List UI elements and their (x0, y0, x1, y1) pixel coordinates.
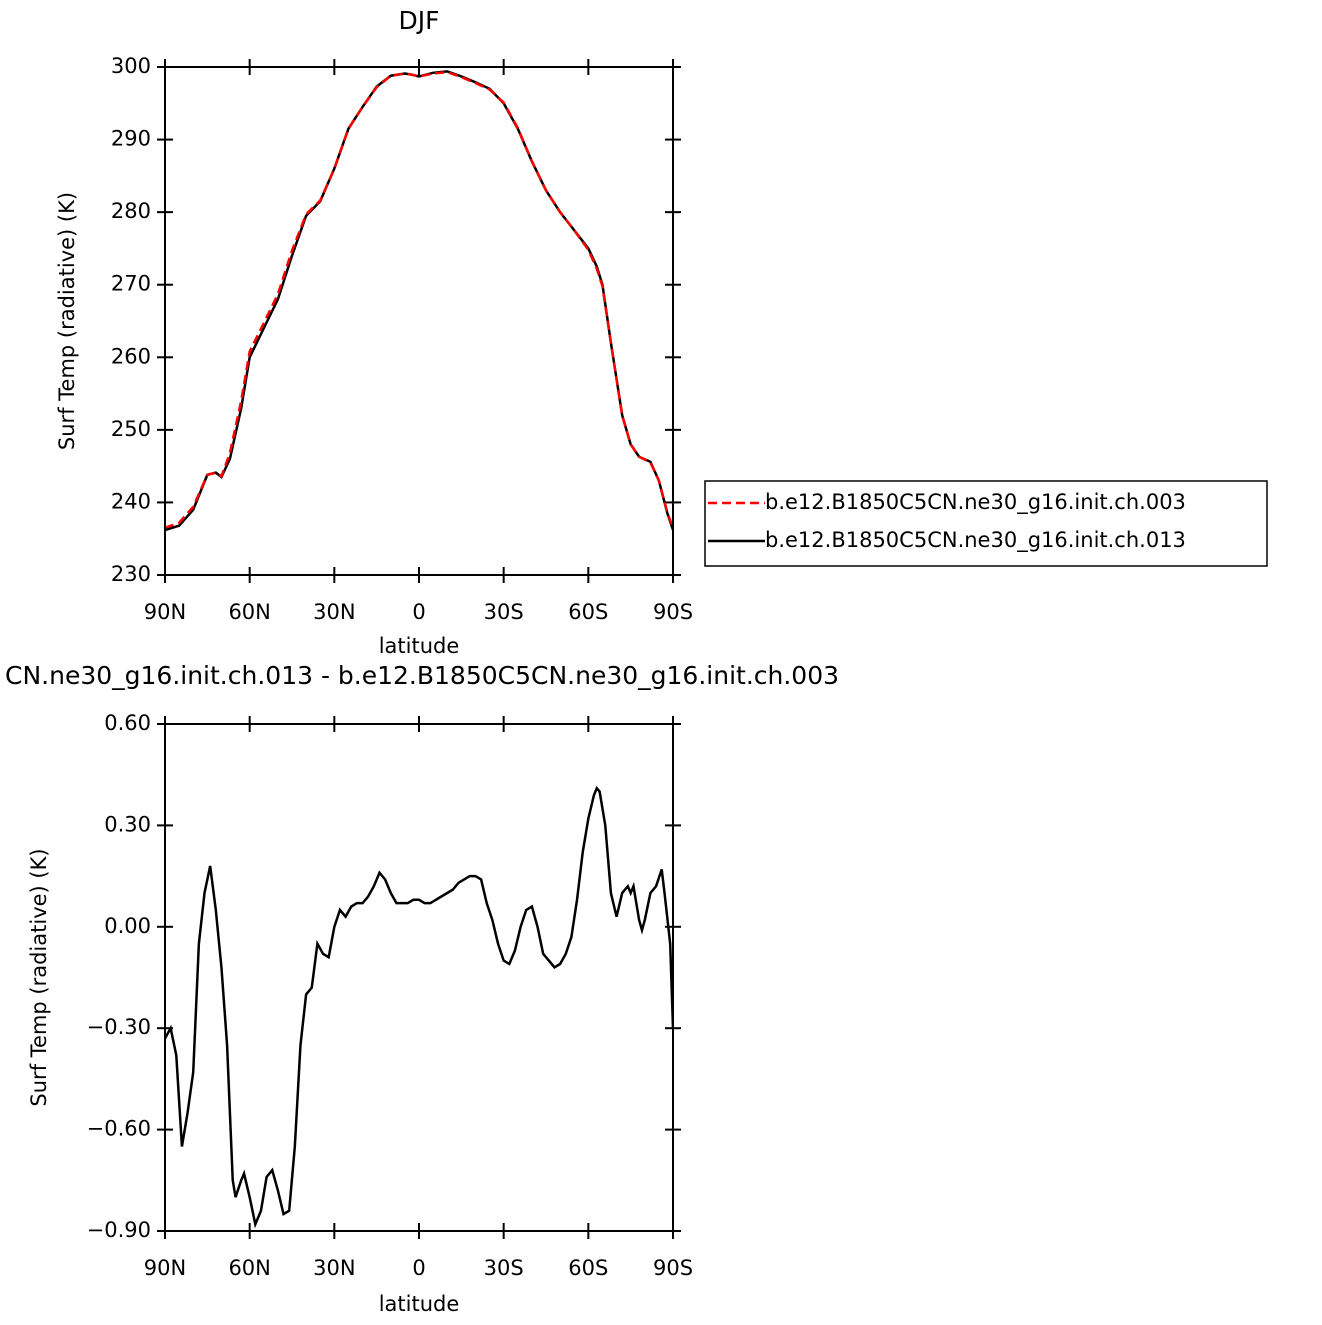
x-axis-label: latitude (379, 634, 460, 658)
x-tick-label: 90N (144, 1256, 186, 1280)
y-tick-label: 0.30 (104, 812, 151, 836)
y-tick-label: −0.60 (87, 1117, 151, 1141)
legend-label: b.e12.B1850C5CN.ne30_g16.init.ch.013 (765, 528, 1186, 553)
x-tick-label: 0 (412, 600, 425, 624)
x-tick-label: 60N (228, 1256, 270, 1280)
y-axis-label: Surf Temp (radiative) (K) (55, 192, 79, 450)
y-tick-label: −0.30 (87, 1015, 151, 1039)
series-line (165, 785, 673, 1229)
y-tick-label: −0.90 (87, 1218, 151, 1242)
y-tick-label: 250 (111, 417, 151, 441)
y-tick-label: 260 (111, 344, 151, 368)
y-tick-label: 230 (111, 562, 151, 586)
y-tick-label: 280 (111, 199, 151, 223)
x-tick-label: 30N (313, 1256, 355, 1280)
series-line (165, 70, 673, 532)
x-tick-label: 60S (568, 1256, 608, 1280)
chart-title: DJF (398, 6, 439, 35)
x-tick-label: 60N (228, 600, 270, 624)
chart-title: CN.ne30_g16.init.ch.013 - b.e12.B1850C5C… (5, 661, 839, 690)
x-tick-label: 60S (568, 600, 608, 624)
x-tick-label: 30N (313, 600, 355, 624)
y-tick-label: 300 (111, 54, 151, 78)
series-line (165, 70, 673, 530)
legend-label: b.e12.B1850C5CN.ne30_g16.init.ch.003 (765, 490, 1186, 515)
y-tick-label: 290 (111, 127, 151, 151)
plot-frame (164, 66, 674, 576)
x-tick-label: 90S (653, 1256, 693, 1280)
y-axis-label: Surf Temp (radiative) (K) (27, 848, 51, 1106)
x-tick-label: 90S (653, 600, 693, 624)
x-axis-label: latitude (379, 1292, 460, 1316)
y-tick-label: 0.60 (104, 711, 151, 735)
y-tick-label: 240 (111, 489, 151, 513)
plot-frame (164, 723, 674, 1232)
x-tick-label: 90N (144, 600, 186, 624)
x-tick-label: 30S (484, 600, 524, 624)
x-tick-label: 0 (412, 1256, 425, 1280)
x-tick-label: 30S (484, 1256, 524, 1280)
legend-box (704, 480, 1268, 567)
y-tick-label: 270 (111, 272, 151, 296)
y-tick-label: 0.00 (104, 914, 151, 938)
